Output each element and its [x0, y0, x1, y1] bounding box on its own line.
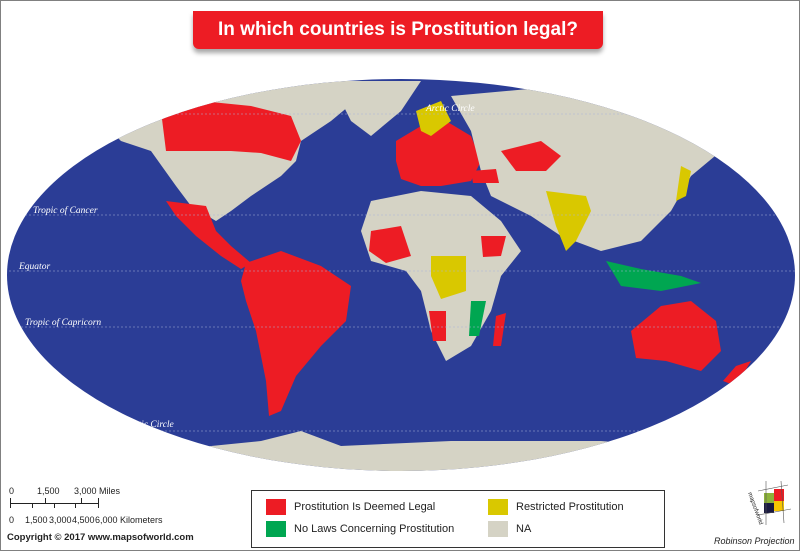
label-antarctic-circle: Antarctic Circle: [112, 420, 174, 430]
mapsofworld-logo: mapsofworld: [746, 480, 792, 526]
page-title: In which countries is Prostitution legal…: [193, 11, 603, 49]
world-map: Arctic Circle Tropic of Cancer Equator T…: [7, 79, 795, 471]
country-mexico-central-america: [166, 201, 251, 269]
legend-item-na: NA: [488, 521, 531, 537]
scale-mile-3000: 3,000 Miles: [74, 486, 121, 496]
scale-mile-0: 0: [9, 486, 15, 496]
legend-swatch: [266, 499, 286, 515]
region-southeast-asia: [606, 261, 701, 291]
region-greenland: [331, 81, 421, 136]
country-kazakhstan: [501, 141, 561, 171]
country-ethiopia: [481, 236, 506, 257]
label-tropic-capricorn: Tropic of Capricorn: [25, 317, 101, 328]
country-india: [546, 191, 591, 251]
scale-km-0: 0: [9, 515, 15, 525]
country-new-zealand: [723, 361, 751, 386]
country-west-africa: [369, 226, 411, 263]
legend-label: NA: [516, 523, 532, 535]
country-south-america: [241, 251, 351, 416]
scale-km-1500: 1,500: [25, 515, 48, 525]
legend: Prostitution Is Deemed Legal Restricted …: [251, 490, 665, 548]
country-japan: [676, 166, 691, 201]
label-arctic-circle: Arctic Circle: [425, 104, 475, 114]
legend-label: No Laws Concerning Prostitution: [294, 523, 455, 535]
scale-bar: 0 1,500 3,000 Miles 0 1,500 3,000 4,500 …: [9, 486, 199, 526]
region-europe: [396, 121, 481, 186]
country-namibia: [429, 311, 446, 341]
legend-label: Prostitution Is Deemed Legal: [294, 501, 436, 513]
legend-swatch: [266, 521, 286, 537]
legend-item-legal: Prostitution Is Deemed Legal: [266, 499, 435, 515]
scale-km-4500: 4,500: [72, 515, 95, 525]
country-scandinavia: [416, 101, 451, 136]
label-equator: Equator: [18, 262, 50, 272]
svg-text:mapsofworld: mapsofworld: [746, 492, 763, 526]
copyright: Copyright © 2017 www.mapsofworld.com: [7, 532, 194, 543]
country-australia: [631, 301, 721, 371]
legend-item-no-laws: No Laws Concerning Prostitution: [266, 521, 454, 537]
label-tropic-cancer: Tropic of Cancer: [33, 205, 98, 216]
legend-swatch: [488, 521, 508, 537]
country-madagascar: [493, 313, 506, 346]
scale-mile-1500: 1,500: [37, 486, 60, 496]
projection-label: Robinson Projection: [714, 536, 795, 546]
legend-swatch: [488, 499, 508, 515]
legend-label: Restricted Prostitution: [516, 501, 624, 513]
country-canada: [161, 101, 301, 161]
legend-item-restricted: Restricted Prostitution: [488, 499, 624, 515]
scale-km-6000: 6,000 Kilometers: [95, 515, 163, 525]
scale-km-3000: 3,000: [49, 515, 72, 525]
country-dr-congo: [431, 256, 466, 299]
country-turkey: [471, 169, 499, 183]
